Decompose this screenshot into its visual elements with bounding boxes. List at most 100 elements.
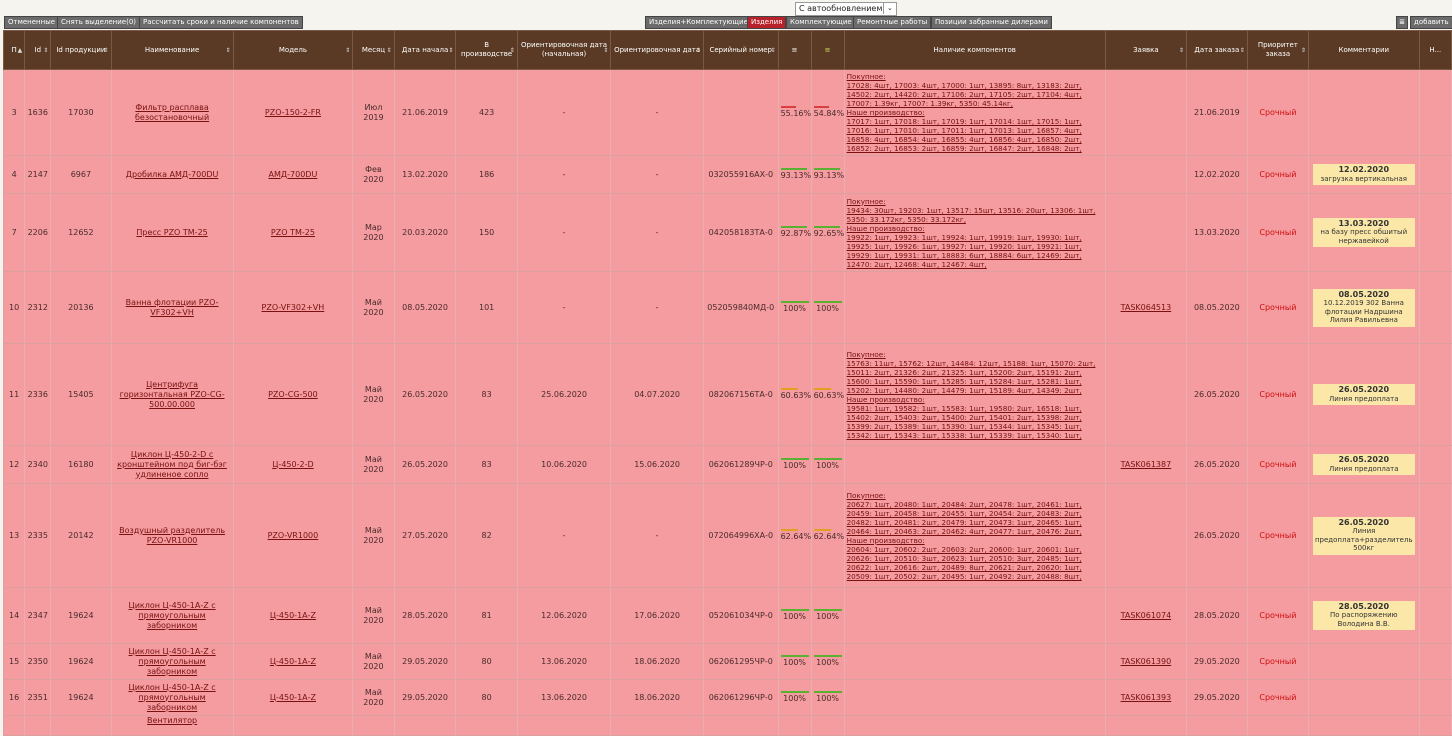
progress-label: 93.13%: [780, 171, 812, 180]
progress-indicator: 54.84%: [813, 106, 843, 119]
model-link[interactable]: PZO-150-2-FR: [264, 107, 321, 117]
column-header[interactable]: ≡: [777, 30, 812, 70]
table-row[interactable]: 15 2350 19624 Циклон Ц-450-1А-Z с прямоугол…: [2, 643, 1452, 680]
column-header[interactable]: ≡: [810, 30, 845, 70]
task-link[interactable]: TASK061390: [1120, 656, 1172, 666]
model-link[interactable]: Ц-450-1А-Z: [269, 610, 316, 620]
table-row[interactable]: 14 2347 19624 Циклон Ц-450-1А-Z с прямоугол…: [2, 587, 1452, 644]
comment-note[interactable]: 13.03.2020 на базу пресс обшитый нержавей…: [1312, 217, 1415, 248]
calculate-button[interactable]: Рассчитать сроки и наличие компонентов: [139, 16, 303, 29]
product-name-link[interactable]: Циклон Ц-450-1А-Z с прямоугольным заборн…: [128, 600, 216, 630]
own-production-list[interactable]: 17017: 1шт, 17018: 1шт, 17019: 1шт, 1701…: [846, 117, 1082, 153]
task-link[interactable]: TASK061393: [1120, 692, 1172, 702]
column-header[interactable]: Ориентировочная дата (начальная) ⇕: [516, 30, 612, 70]
autoupdate-select[interactable]: С автообновлением ⌄: [795, 2, 898, 16]
model-link[interactable]: PZO TM-25: [270, 227, 315, 237]
tab-products-components[interactable]: Изделия+Комплектующие: [645, 16, 752, 29]
comment-note[interactable]: 08.05.2020 10.12.2019 302 Ванна флотации …: [1312, 288, 1415, 327]
table-row[interactable]: 12 2340 16180 Циклон Ц-450-2-D с кронштейно…: [2, 445, 1452, 484]
product-name-link[interactable]: Воздушный разделитель PZO-VR1000: [119, 525, 226, 545]
purchased-heading: Покупное:: [846, 349, 886, 359]
progress-bar: [813, 655, 842, 657]
model-link[interactable]: PZO-VR1000: [267, 530, 319, 540]
column-header[interactable]: Комментарии: [1307, 30, 1420, 70]
model-link[interactable]: Ц-450-1А-Z: [269, 656, 316, 666]
clear-selection-button[interactable]: Снять выделение(0): [57, 16, 141, 29]
column-header[interactable]: Заявка ⇕: [1104, 30, 1187, 70]
progress-label: 100%: [783, 612, 807, 621]
purchased-list[interactable]: 17028: 4шт, 17003: 4шт, 17000: 1шт, 1389…: [846, 81, 1082, 108]
column-header[interactable]: Наличие компонентов: [843, 30, 1106, 70]
product-name-link[interactable]: Циклон Ц-450-2-D с кронштейном под биг-б…: [117, 449, 227, 479]
tab-components[interactable]: Комплектующие: [786, 16, 856, 29]
month: Май 2020: [352, 643, 395, 680]
product-name-link[interactable]: Циклон Ц-450-1А-Z с прямоугольным заборн…: [128, 646, 216, 676]
list-icon: ≡: [791, 45, 798, 54]
product-name-link[interactable]: Пресс PZO TM-25: [136, 227, 208, 237]
comment-note[interactable]: 26.05.2020 Линия предоплата+разделитель 5…: [1312, 516, 1415, 555]
column-header[interactable]: Id ⇕: [24, 30, 52, 70]
purchased-list[interactable]: 19434: 30шт, 19203: 1шт, 13517: 15шт, 13…: [846, 205, 1096, 224]
product-name-link[interactable]: Ванна флотации PZO-VF302+VH: [125, 297, 219, 317]
start-date: 21.06.2019: [393, 69, 457, 156]
column-header[interactable]: Серийный номер ⇕: [702, 30, 779, 70]
comment-note[interactable]: 12.02.2020 загрузка вертикальная: [1312, 164, 1415, 185]
product-name-link[interactable]: Центрифуга горизонтальная PZO-CG-500.00.…: [119, 379, 225, 409]
own-production-list[interactable]: 19581: 1шт, 19582: 1шт, 15583: 1шт, 1958…: [846, 403, 1082, 440]
task-link[interactable]: TASK061074: [1120, 610, 1172, 620]
purchased-list[interactable]: 15763: 11шт, 15762: 12шт, 14484: 12шт, 1…: [846, 358, 1096, 395]
model-link[interactable]: Ц-450-2-D: [272, 459, 314, 469]
table-row[interactable]: 16 2351 19624 Циклон Ц-450-1А-Z с прямоугол…: [2, 679, 1452, 716]
column-header[interactable]: Дата заказа ⇕: [1185, 30, 1248, 70]
comment-note[interactable]: 26.05.2020 Линия предоплата: [1312, 454, 1415, 475]
purchased-list[interactable]: 20627: 1шт, 20480: 1шт, 20484: 2шт, 2047…: [846, 499, 1082, 536]
model-cell: PZO-150-2-FR: [232, 69, 354, 156]
product-name-link[interactable]: Дробилка АМД-700DU: [125, 169, 219, 179]
month: Мар 2020: [352, 193, 395, 272]
percent-cell: 100%: [777, 271, 812, 344]
cancelled-button[interactable]: Отмененные: [4, 16, 60, 29]
tab-repairs[interactable]: Ремонтные работы: [853, 16, 932, 29]
column-header[interactable]: Наименование ⇕: [110, 30, 234, 70]
tab-products[interactable]: Изделия: [747, 16, 787, 29]
comment-note[interactable]: 26.05.2020 Линия предоплата: [1312, 384, 1415, 405]
column-header[interactable]: В производстве ⇕: [455, 30, 518, 70]
tab-dealer-positions[interactable]: Позиции забранные дилерами: [931, 16, 1052, 29]
model-link[interactable]: PZO-CG-500: [268, 389, 318, 399]
model-link[interactable]: Ц-450-1А-Z: [269, 692, 316, 702]
order-date: 13.03.2020: [1185, 193, 1248, 272]
column-header[interactable]: Модель ⇕: [232, 30, 354, 70]
order-date: 28.05.2020: [1185, 587, 1248, 644]
table-row[interactable]: 3 1636 17030 Фильтр расплава безостановочны…: [2, 69, 1452, 156]
column-header[interactable]: Месяц ⇕: [352, 30, 395, 70]
components-cell: [843, 271, 1106, 344]
own-production-list[interactable]: 20604: 1шт, 20602: 2шт, 20603: 2шт, 2060…: [846, 544, 1082, 581]
table-row[interactable]: 4 2147 6967 Дробилка АМД-700DU АМД-700DU Фев …: [2, 155, 1452, 194]
column-header[interactable]: Н...: [1418, 30, 1452, 70]
add-button[interactable]: добавить: [1410, 16, 1452, 29]
table-row[interactable]: 10 2312 20136 Ванна флотации PZO-VF302+VH PZ…: [2, 271, 1452, 344]
column-header[interactable]: Дата начала ⇕: [393, 30, 457, 70]
product-name-link[interactable]: Фильтр расплава безостановочный: [134, 102, 210, 122]
comment-note[interactable]: 28.05.2020 По распоряжению Володина В.В.: [1312, 600, 1415, 631]
progress-label: 100%: [816, 304, 840, 313]
row-id: 2350: [24, 643, 52, 680]
table-row[interactable]: 7 2206 12652 Пресс PZO TM-25 PZO TM-25 Мар 20…: [2, 193, 1452, 272]
menu-icon[interactable]: ≣: [1396, 16, 1408, 29]
purchased-heading: Покупное:: [846, 72, 886, 81]
task-link[interactable]: TASK061387: [1120, 459, 1172, 469]
task-link[interactable]: TASK064513: [1120, 302, 1172, 312]
column-header[interactable]: Id продукции ⇕: [50, 30, 112, 70]
model-link[interactable]: АМД-700DU: [268, 169, 318, 179]
column-header[interactable]: Ориентировочная дата ⇕: [610, 30, 704, 70]
components-cell: Покупное: 17028: 4шт, 17003: 4шт, 17000: …: [843, 69, 1106, 156]
product-name-link[interactable]: Циклон Ц-450-1А-Z с прямоугольным заборн…: [128, 682, 216, 712]
table-row[interactable]: 11 2336 15405 Центрифуга горизонтальная PZO…: [2, 343, 1452, 446]
table-row[interactable]: 13 2335 20142 Воздушный разделитель PZO-VR1…: [2, 483, 1452, 588]
column-header[interactable]: Приоритет заказа ⇕: [1246, 30, 1309, 70]
column-header[interactable]: П ▲: [2, 30, 26, 70]
progress-label: 100%: [816, 694, 840, 703]
model-link[interactable]: PZO-VF302+VH: [261, 302, 325, 312]
extra-cell: [1418, 445, 1452, 484]
own-production-list[interactable]: 19922: 1шт, 19923: 1шт, 19924: 1шт, 1991…: [846, 232, 1082, 269]
